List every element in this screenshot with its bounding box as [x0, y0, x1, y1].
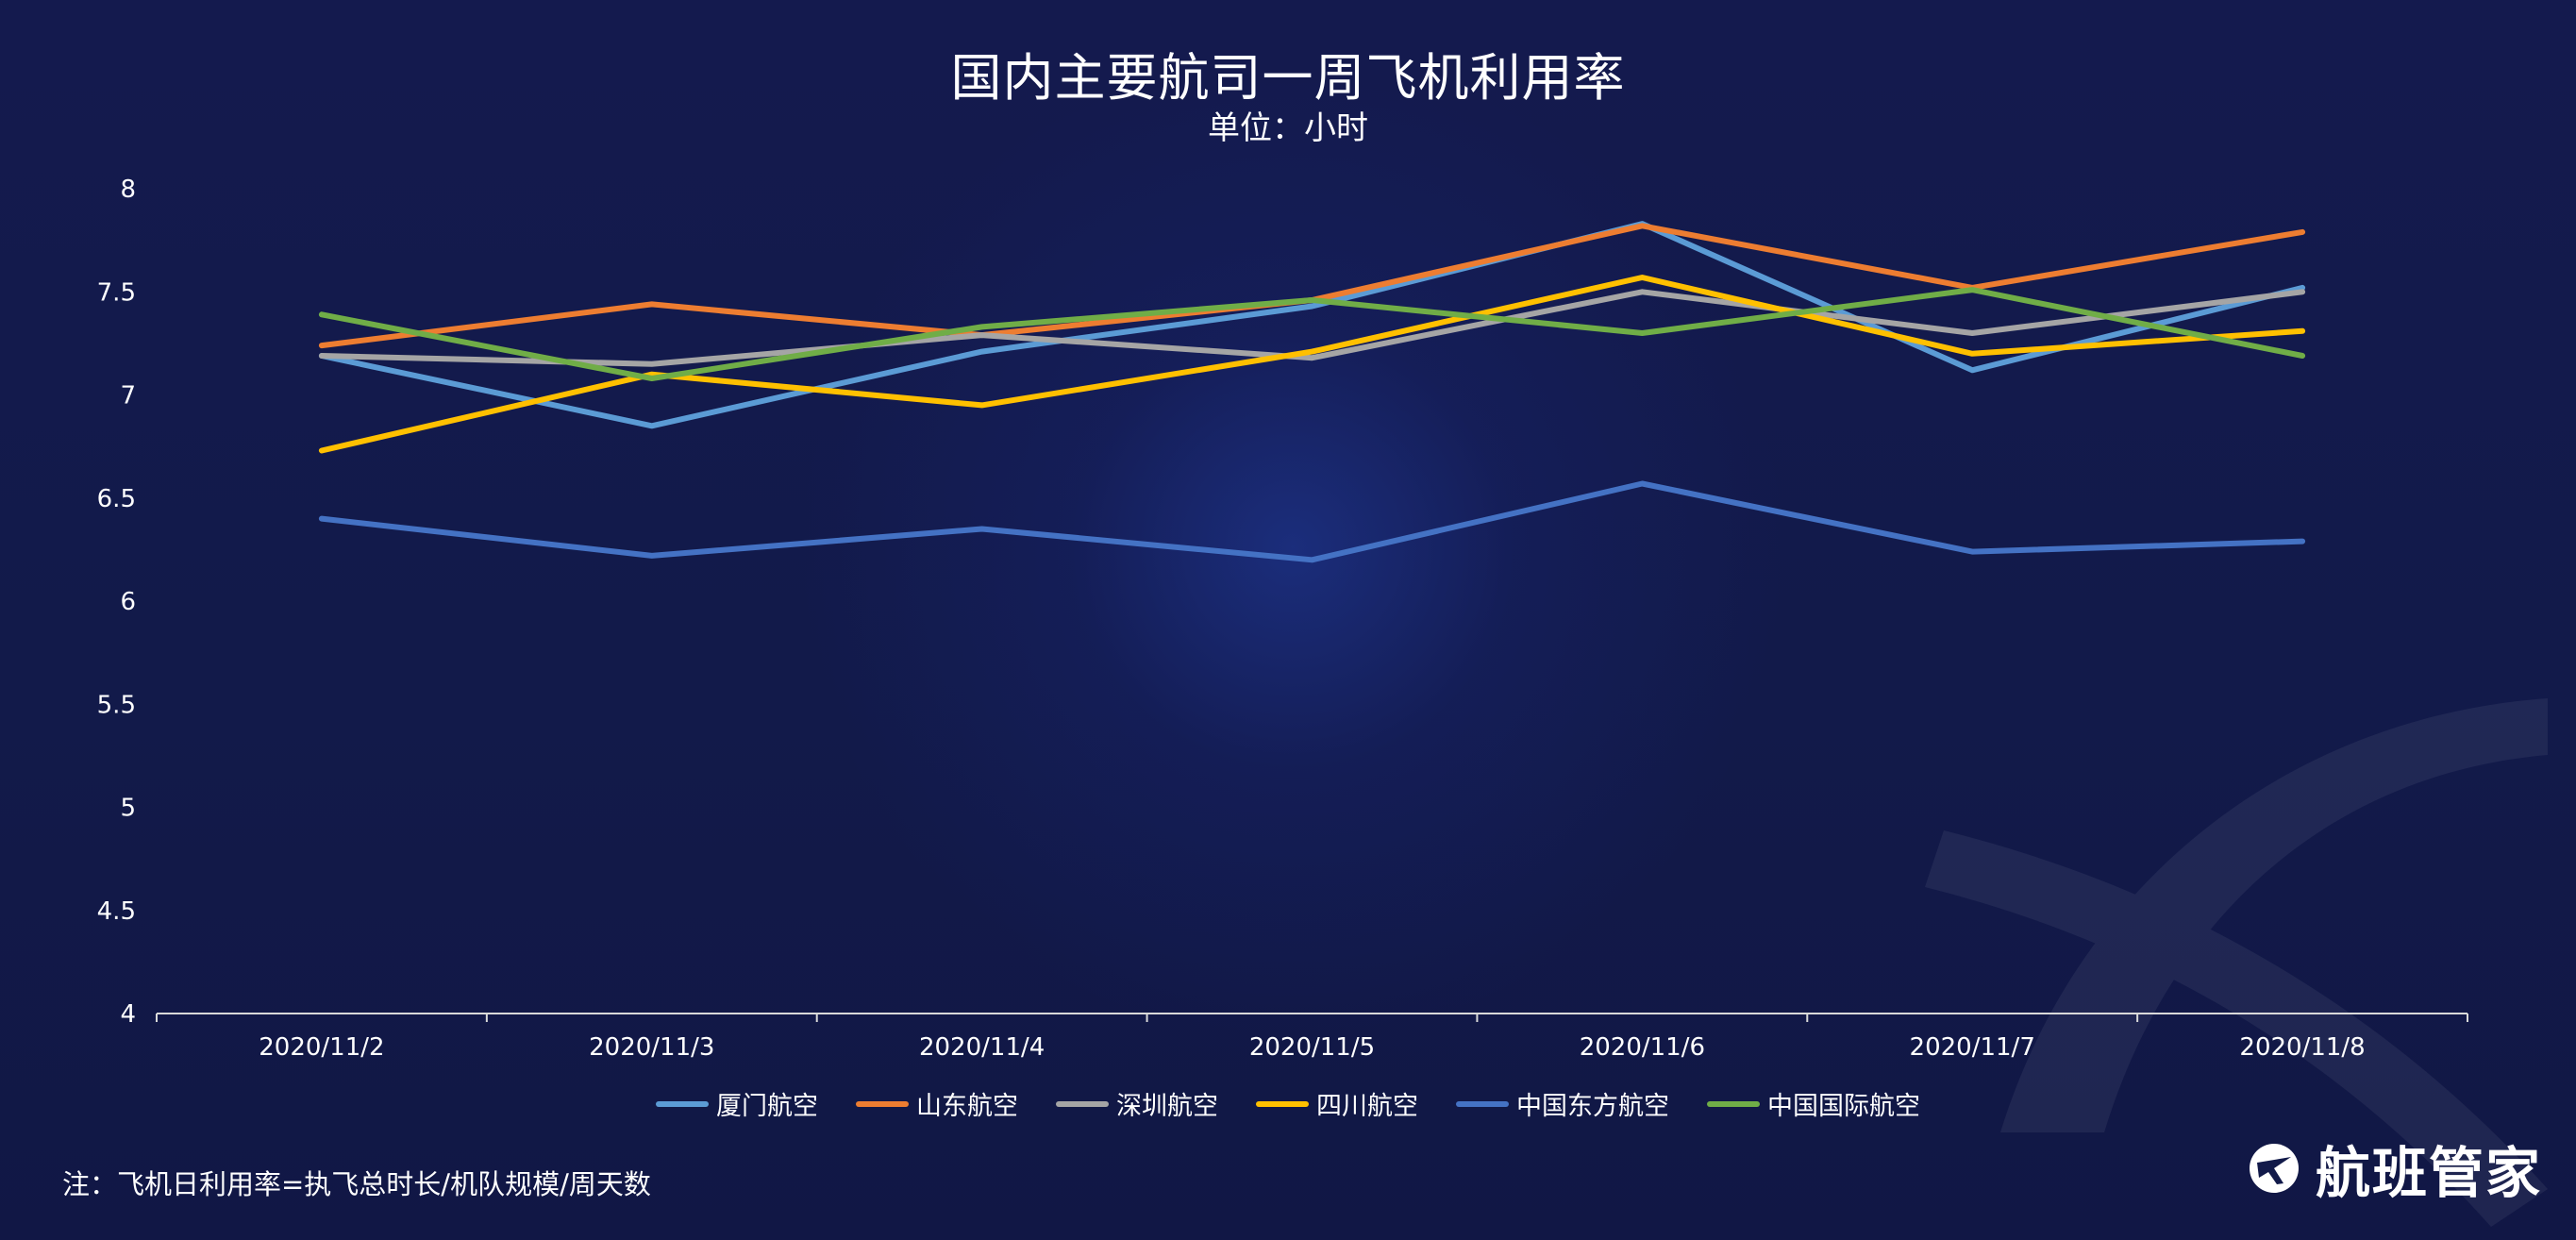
legend-swatch	[1707, 1100, 1760, 1107]
y-tick-label: 7.5	[97, 278, 136, 307]
legend-label: 深圳航空	[1116, 1092, 1218, 1121]
x-tick-label: 2020/11/7	[1910, 1033, 2035, 1062]
legend-swatch	[1456, 1100, 1509, 1107]
legend-item-3: 四川航空	[1256, 1085, 1418, 1122]
legend-label: 山东航空	[916, 1092, 1018, 1121]
series-line-2	[318, 289, 2306, 367]
legend-item-0: 厦门航空	[656, 1085, 818, 1122]
legend-item-2: 深圳航空	[1056, 1085, 1218, 1122]
x-tick-label: 2020/11/2	[259, 1033, 384, 1062]
series-line-4	[318, 480, 2306, 563]
chart-subtitle: 单位：小时	[1208, 109, 1368, 147]
y-tick-label: 6.5	[97, 485, 136, 513]
y-tick-label: 5	[120, 795, 136, 823]
x-tick-label: 2020/11/5	[1249, 1033, 1375, 1062]
chart-title: 国内主要航司一周飞机利用率	[950, 48, 1626, 108]
legend-label: 中国国际航空	[1767, 1092, 1920, 1121]
x-tick-label: 2020/11/3	[589, 1033, 714, 1062]
y-tick-label: 4.5	[97, 897, 136, 926]
legend-label: 中国东方航空	[1516, 1092, 1669, 1121]
legend-swatch	[656, 1100, 709, 1107]
y-tick-label: 4	[120, 1000, 136, 1029]
brand-watermark-icon	[1925, 698, 2548, 1227]
legend-item-5: 中国国际航空	[1707, 1085, 1920, 1122]
footnote: 注：飞机日利用率=执飞总时长/机队规模/周天数	[62, 1168, 651, 1200]
x-tick-label: 2020/11/8	[2239, 1033, 2365, 1062]
chart-legend: 厦门航空 山东航空 深圳航空 四川航空 中国东方航空 中国国际航空	[0, 1085, 2576, 1122]
plane-logo-icon	[2250, 1144, 2299, 1193]
legend-label: 厦门航空	[716, 1092, 818, 1121]
brand-logo: 航班管家	[2246, 1129, 2542, 1208]
legend-item-4: 中国东方航空	[1456, 1085, 1669, 1122]
y-tick-label: 8	[120, 176, 136, 204]
brand-name: 航班管家	[2316, 1141, 2543, 1205]
legend-item-1: 山东航空	[856, 1085, 1018, 1122]
y-tick-label: 7	[120, 382, 136, 411]
y-tick-label: 6	[120, 588, 136, 616]
series-line-5	[318, 287, 2306, 381]
x-tick-label: 2020/11/6	[1580, 1033, 1705, 1062]
x-tick-label: 2020/11/4	[919, 1033, 1045, 1062]
series-line-3	[318, 275, 2306, 454]
legend-swatch	[1056, 1100, 1109, 1107]
series-line-0	[318, 221, 2306, 429]
legend-swatch	[1256, 1100, 1309, 1107]
legend-label: 四川航空	[1316, 1092, 1418, 1121]
legend-swatch	[856, 1100, 909, 1107]
y-tick-label: 5.5	[97, 691, 136, 719]
